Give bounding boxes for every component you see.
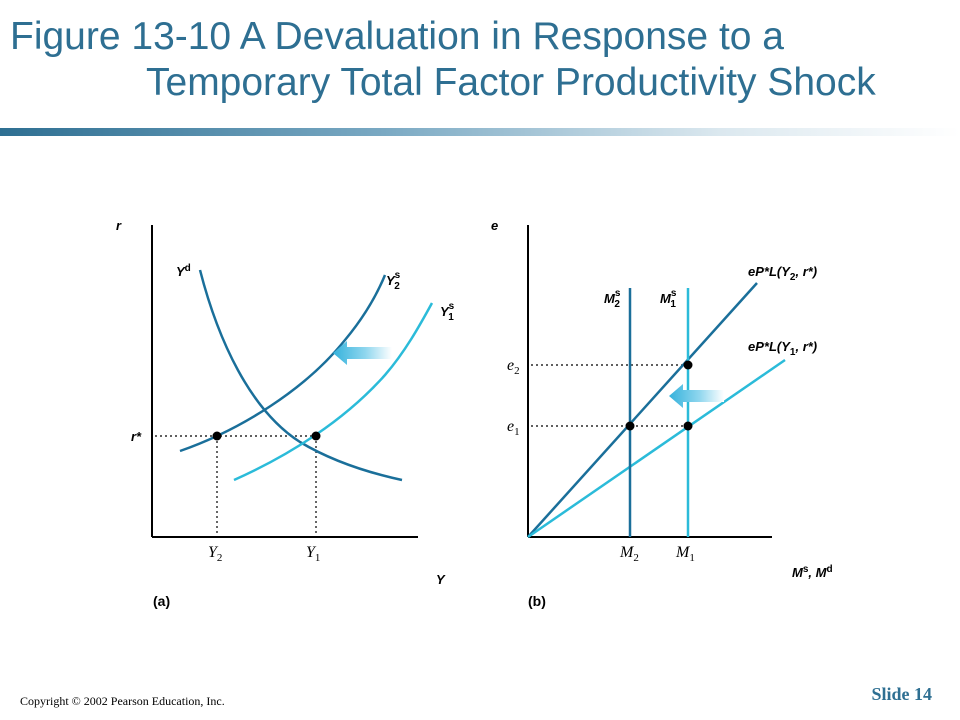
tick-label-m1: M1 — [675, 544, 695, 564]
line-label-y1: eP*L(Y1, r*) — [748, 339, 817, 358]
r-star-label: r* — [131, 429, 142, 444]
axis-label-r: r — [116, 218, 122, 233]
shift-arrow-b — [669, 384, 724, 408]
point-e1-m2 — [625, 421, 635, 431]
e1-label: e1 — [507, 418, 520, 438]
title-line-2: Temporary Total Factor Productivity Shoc… — [146, 61, 876, 104]
slide-number: Slide 14 — [871, 684, 932, 704]
y2s-label: Ys 2 — [386, 270, 401, 292]
panel-a-label: (a) — [153, 593, 170, 609]
panel-b-label: (b) — [528, 593, 546, 609]
copyright-notice: Copyright © 2002 Pearson Education, Inc. — [20, 694, 225, 708]
y1s-label: Ys 1 — [440, 301, 455, 323]
axis-label-e: e — [491, 218, 498, 233]
axis-label-y: Y — [436, 572, 446, 587]
tick-label-y1: Y1 — [306, 544, 320, 564]
shift-arrow-a — [333, 341, 392, 365]
tick-label-y2: Y2 — [208, 544, 222, 564]
line-label-y2: eP*L(Y2, r*) — [748, 264, 817, 283]
panel-a: r Y r* Yd Ys 2 Ys 1 Y2 Y1 (a) — [116, 218, 455, 609]
e2-label: e2 — [507, 357, 520, 377]
point-e2 — [683, 360, 693, 370]
title-line-1: Figure 13-10 A Devaluation in Response t… — [10, 15, 785, 58]
panel-b-guides — [531, 364, 688, 427]
panel-b: e e2 e1 Ms 2 Ms 1 eP*L(Y2, r*) eP*L(Y1, r*… — [491, 218, 833, 609]
m2s-label: Ms 2 — [604, 288, 621, 310]
supply-curve-y2 — [179, 274, 387, 453]
tick-label-m2: M2 — [619, 544, 639, 564]
equilibrium-point-y2 — [212, 431, 222, 441]
aggregate-demand-curve — [198, 269, 403, 482]
equilibrium-point-y1 — [311, 431, 321, 441]
supply-curve-y1 — [233, 302, 434, 482]
axis-label-ms-md: Ms, Md — [792, 564, 833, 580]
point-e1-m1 — [683, 421, 693, 431]
title-underline — [0, 128, 960, 136]
money-demand-line-y1 — [527, 358, 786, 539]
money-demand-line-y2 — [527, 282, 758, 538]
panel-a-guides — [155, 435, 317, 537]
yd-label: Yd — [176, 263, 191, 279]
slide-title: Figure 13-10 A Devaluation in Response t… — [10, 14, 955, 106]
m1s-label: Ms 1 — [660, 288, 677, 310]
